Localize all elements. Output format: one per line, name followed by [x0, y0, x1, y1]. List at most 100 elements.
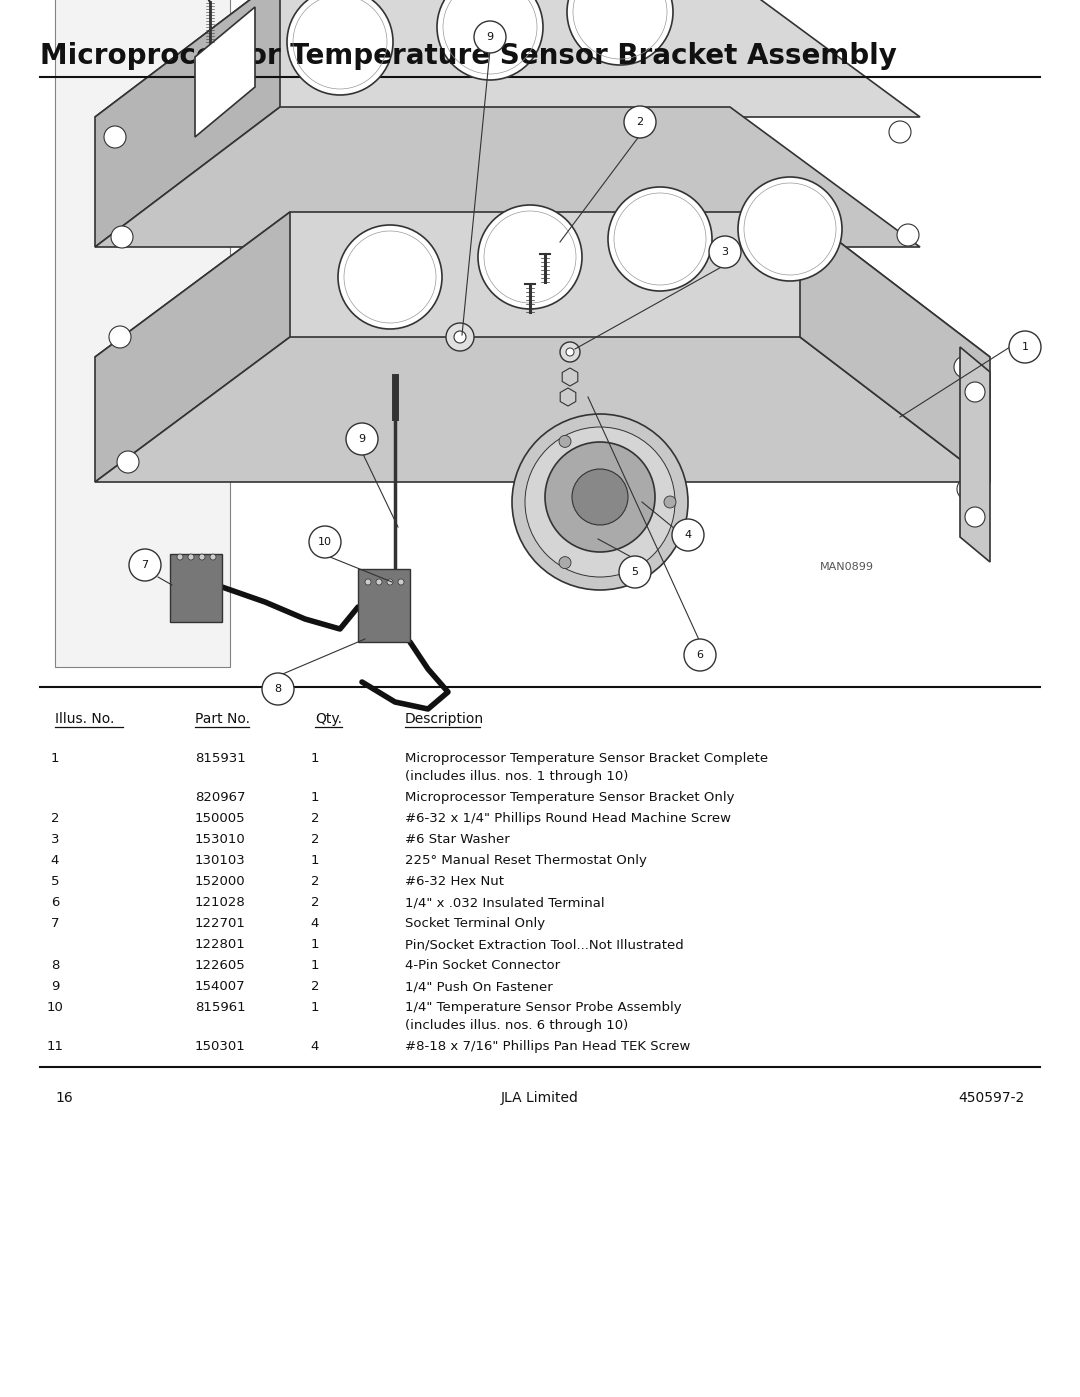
Text: Description: Description: [405, 712, 484, 726]
Text: (includes illus. nos. 6 through 10): (includes illus. nos. 6 through 10): [405, 1018, 629, 1032]
Text: 1: 1: [51, 752, 59, 766]
Text: 9: 9: [51, 981, 59, 993]
Circle shape: [188, 555, 194, 560]
Text: 8: 8: [274, 685, 282, 694]
Text: #6-32 Hex Nut: #6-32 Hex Nut: [405, 875, 504, 888]
Circle shape: [966, 381, 985, 402]
Circle shape: [104, 126, 126, 148]
Circle shape: [474, 21, 507, 53]
Text: 1: 1: [311, 958, 320, 972]
Text: 130103: 130103: [195, 854, 246, 868]
Text: 7: 7: [141, 560, 149, 570]
Circle shape: [338, 225, 442, 330]
Circle shape: [889, 122, 912, 142]
Text: 150005: 150005: [195, 812, 245, 826]
Circle shape: [738, 177, 842, 281]
Circle shape: [446, 323, 474, 351]
Text: 4-Pin Socket Connector: 4-Pin Socket Connector: [405, 958, 561, 972]
Polygon shape: [800, 212, 990, 482]
Text: 3: 3: [51, 833, 59, 847]
Polygon shape: [95, 212, 990, 358]
Text: 10: 10: [46, 1002, 64, 1014]
Circle shape: [957, 478, 978, 500]
Circle shape: [437, 0, 543, 80]
Text: 4: 4: [311, 916, 320, 930]
Text: Socket Terminal Only: Socket Terminal Only: [405, 916, 545, 930]
Text: #6-32 x 1/4" Phillips Round Head Machine Screw: #6-32 x 1/4" Phillips Round Head Machine…: [405, 812, 731, 826]
Circle shape: [454, 331, 465, 344]
Polygon shape: [95, 0, 920, 117]
Circle shape: [117, 451, 139, 474]
Text: 7: 7: [51, 916, 59, 930]
Text: 2: 2: [636, 117, 644, 127]
Text: 2: 2: [311, 812, 320, 826]
Circle shape: [561, 342, 580, 362]
Circle shape: [365, 578, 372, 585]
Text: Illus. No.: Illus. No.: [55, 712, 114, 726]
Circle shape: [954, 356, 976, 379]
Circle shape: [619, 556, 651, 588]
Text: 1: 1: [311, 1002, 320, 1014]
Text: 9: 9: [359, 434, 365, 444]
Circle shape: [346, 423, 378, 455]
Text: 6: 6: [697, 650, 703, 659]
Circle shape: [708, 236, 741, 268]
Circle shape: [572, 469, 627, 525]
Polygon shape: [95, 0, 280, 247]
Circle shape: [608, 187, 712, 291]
Text: 1: 1: [311, 791, 320, 805]
Text: 150301: 150301: [195, 1039, 246, 1053]
FancyBboxPatch shape: [170, 555, 222, 622]
Circle shape: [567, 0, 673, 66]
Text: 1: 1: [311, 854, 320, 868]
Circle shape: [966, 507, 985, 527]
Text: 6: 6: [51, 895, 59, 909]
Polygon shape: [561, 388, 576, 407]
FancyBboxPatch shape: [357, 569, 410, 643]
Text: 122801: 122801: [195, 937, 246, 951]
Text: 152000: 152000: [195, 875, 245, 888]
Text: #6 Star Washer: #6 Star Washer: [405, 833, 510, 847]
Text: 5: 5: [632, 567, 638, 577]
Circle shape: [199, 555, 205, 560]
Polygon shape: [95, 108, 920, 247]
Text: 5: 5: [51, 875, 59, 888]
Text: 2: 2: [311, 981, 320, 993]
Circle shape: [664, 496, 676, 509]
Polygon shape: [960, 346, 990, 562]
Circle shape: [262, 673, 294, 705]
Circle shape: [129, 549, 161, 581]
Circle shape: [545, 441, 654, 552]
Text: Part No.: Part No.: [195, 712, 249, 726]
Text: (includes illus. nos. 1 through 10): (includes illus. nos. 1 through 10): [405, 770, 629, 782]
Circle shape: [624, 106, 656, 138]
Text: 815931: 815931: [195, 752, 246, 766]
Circle shape: [559, 556, 571, 569]
Text: Microprocessor Temperature Sensor Bracket Only: Microprocessor Temperature Sensor Bracke…: [405, 791, 734, 805]
Polygon shape: [195, 7, 255, 137]
Text: 1: 1: [1022, 342, 1028, 352]
Text: 2: 2: [51, 812, 59, 826]
Text: #8-18 x 7/16" Phillips Pan Head TEK Screw: #8-18 x 7/16" Phillips Pan Head TEK Scre…: [405, 1039, 690, 1053]
Text: 2: 2: [311, 875, 320, 888]
Polygon shape: [563, 367, 578, 386]
Circle shape: [559, 436, 571, 447]
Text: 153010: 153010: [195, 833, 246, 847]
Circle shape: [387, 578, 393, 585]
Text: 815961: 815961: [195, 1002, 245, 1014]
Text: Microprocessor Temperature Sensor Bracket Complete: Microprocessor Temperature Sensor Bracke…: [405, 752, 768, 766]
Text: Qty.: Qty.: [315, 712, 342, 726]
Text: 1/4" x .032 Insulated Terminal: 1/4" x .032 Insulated Terminal: [405, 895, 605, 909]
Circle shape: [525, 427, 675, 577]
Text: 2: 2: [311, 895, 320, 909]
Text: 1: 1: [311, 752, 320, 766]
Circle shape: [386, 578, 404, 597]
Text: 16: 16: [55, 1091, 72, 1105]
Text: 8: 8: [51, 958, 59, 972]
Circle shape: [376, 578, 382, 585]
Text: MAN0899: MAN0899: [820, 562, 874, 571]
Circle shape: [512, 414, 688, 590]
Text: 11: 11: [46, 1039, 64, 1053]
Circle shape: [210, 555, 216, 560]
Text: 450597-2: 450597-2: [959, 1091, 1025, 1105]
